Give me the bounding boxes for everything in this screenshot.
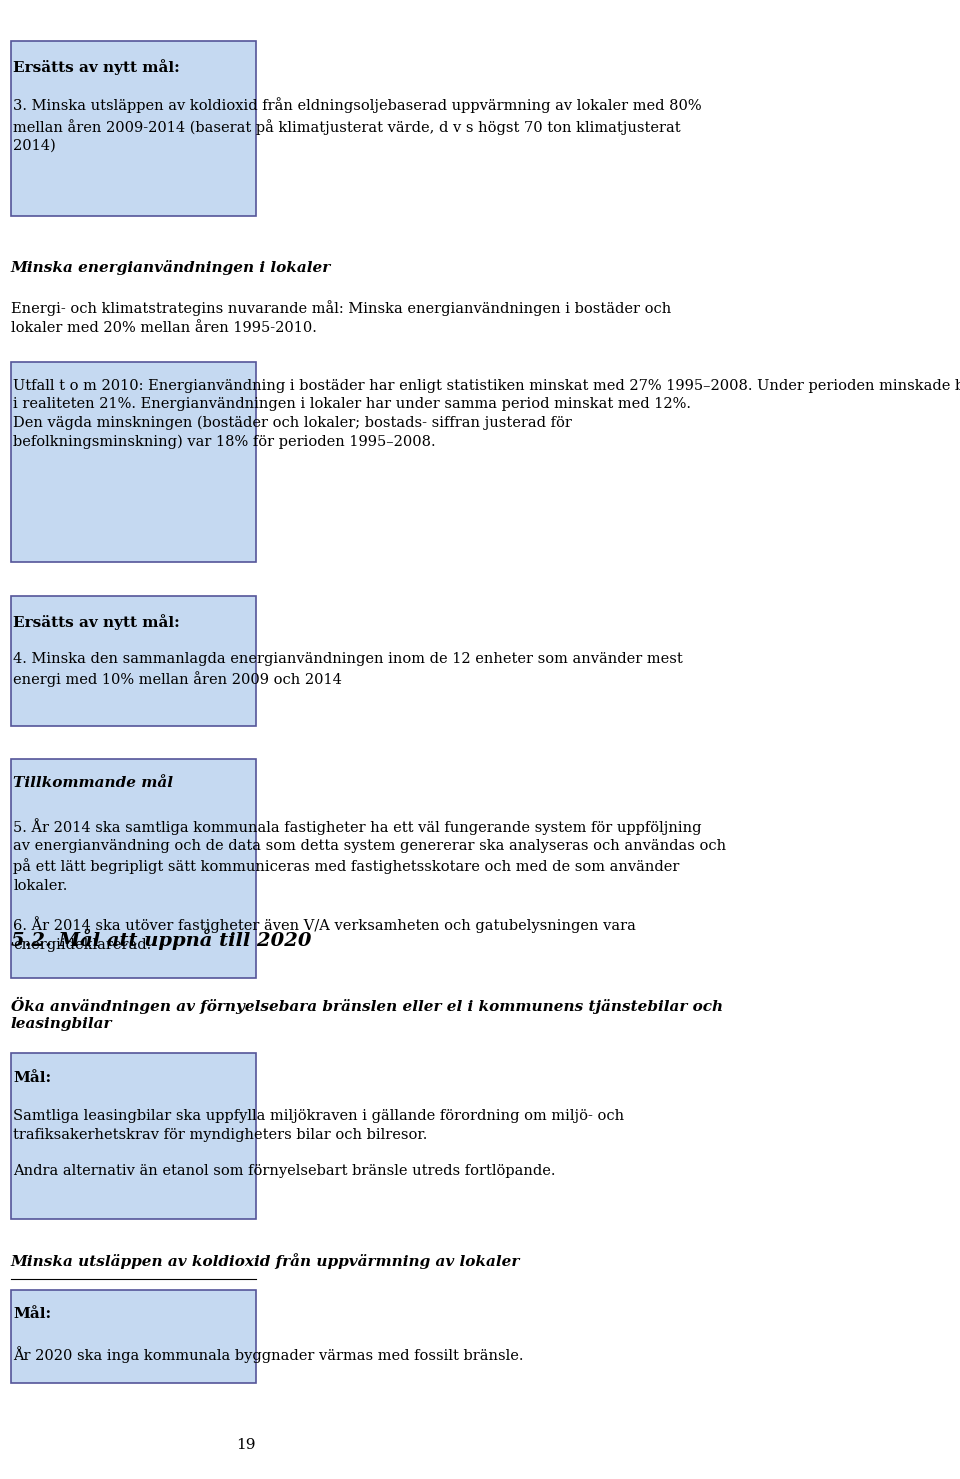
Text: Utfall t o m 2010: Energianvändning i bostäder har enligt statistiken minskat me: Utfall t o m 2010: Energianvändning i bo… [13, 377, 960, 450]
Text: Energi- och klimatstrategins nuvarande mål: Minska energianvändningen i bostäder: Energi- och klimatstrategins nuvarande m… [11, 300, 671, 334]
Text: Mål:: Mål: [13, 1307, 52, 1321]
Text: Tillkommande mål: Tillkommande mål [13, 776, 174, 790]
FancyBboxPatch shape [11, 596, 256, 726]
Text: 3. Minska utsläppen av koldioxid från eldningsoljebaserad uppvärmning av lokaler: 3. Minska utsläppen av koldioxid från el… [13, 98, 702, 152]
Text: Samtliga leasingbilar ska uppfylla miljökraven i gällande förordning om miljö- o: Samtliga leasingbilar ska uppfylla miljö… [13, 1109, 624, 1179]
Text: 5.2. Mål att uppnå till 2020: 5.2. Mål att uppnå till 2020 [11, 929, 311, 950]
Text: 19: 19 [236, 1439, 256, 1452]
FancyBboxPatch shape [11, 1290, 256, 1383]
FancyBboxPatch shape [11, 759, 256, 978]
FancyBboxPatch shape [11, 1053, 256, 1219]
Text: Minska energianvändningen i lokaler: Minska energianvändningen i lokaler [11, 260, 331, 275]
Text: Öka användningen av förnyelsebara bränslen eller el i kommunens tjänstebilar och: Öka användningen av förnyelsebara bränsl… [11, 997, 723, 1031]
FancyBboxPatch shape [11, 362, 256, 562]
Text: Ersätts av nytt mål:: Ersätts av nytt mål: [13, 614, 180, 630]
FancyBboxPatch shape [11, 41, 256, 216]
Text: Mål:: Mål: [13, 1071, 52, 1084]
Text: Minska utsläppen av koldioxid från uppvärmning av lokaler: Minska utsläppen av koldioxid från uppvä… [11, 1253, 520, 1269]
Text: 4. Minska den sammanlagda energianvändningen inom de 12 enheter som använder mes: 4. Minska den sammanlagda energianvändni… [13, 652, 684, 688]
Text: 5. År 2014 ska samtliga kommunala fastigheter ha ett väl fungerande system för u: 5. År 2014 ska samtliga kommunala fastig… [13, 818, 727, 952]
Text: År 2020 ska inga kommunala byggnader värmas med fossilt bränsle.: År 2020 ska inga kommunala byggnader vär… [13, 1346, 524, 1362]
Text: Ersätts av nytt mål:: Ersätts av nytt mål: [13, 59, 180, 75]
